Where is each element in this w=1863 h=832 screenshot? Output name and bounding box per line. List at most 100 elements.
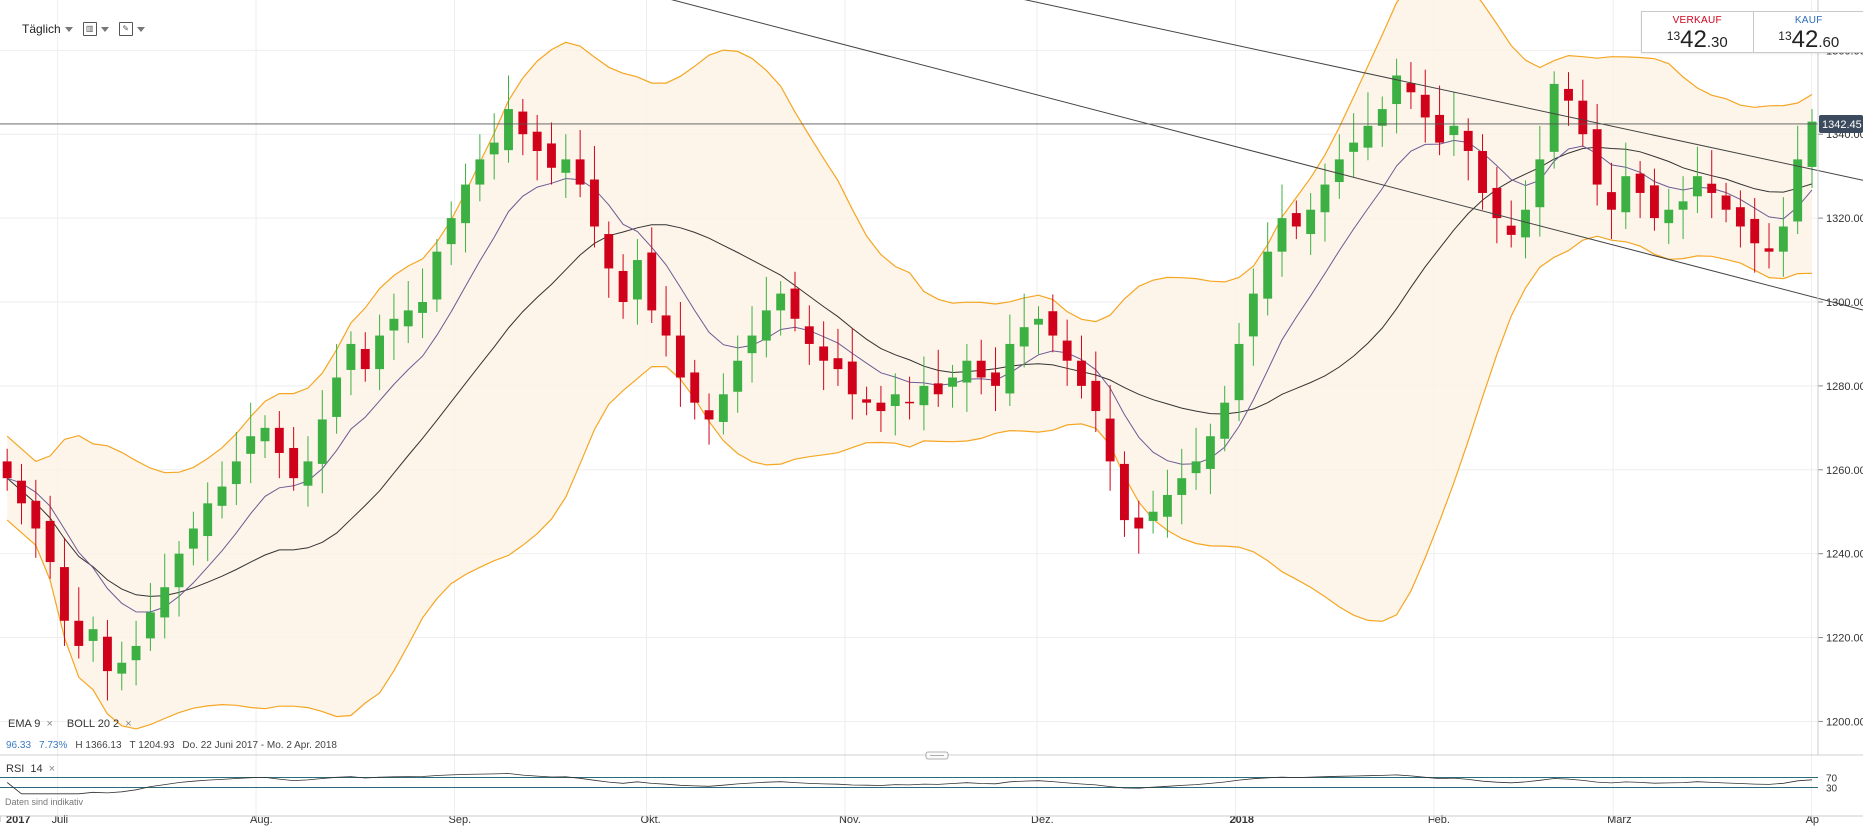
candle-body bbox=[518, 111, 528, 135]
candle-body bbox=[1692, 176, 1702, 197]
candle-body bbox=[475, 159, 485, 185]
timeframe-dropdown[interactable]: Täglich bbox=[22, 22, 73, 36]
candle-body bbox=[360, 348, 370, 370]
x-tick-label: Okt. bbox=[641, 814, 661, 826]
candle-body bbox=[647, 252, 657, 311]
sell-price-prefix: 13 bbox=[1666, 29, 1681, 43]
candle-body bbox=[1005, 343, 1015, 394]
chevron-down-icon bbox=[136, 26, 145, 32]
candle-body bbox=[1578, 100, 1588, 135]
candle-body bbox=[1750, 218, 1760, 244]
stat-value-1: 96.33 bbox=[6, 740, 32, 751]
drawing-tools-dropdown[interactable]: ✎ bbox=[118, 22, 145, 36]
candle-body bbox=[962, 360, 972, 383]
buy-price: 1342.60 bbox=[1754, 26, 1863, 54]
candle-body bbox=[231, 461, 241, 485]
rsi-indicator-tag[interactable]: RSI 14 × bbox=[6, 763, 55, 775]
candle-body bbox=[1535, 159, 1545, 208]
stat-date-range: Do. 22 Juni 2017 - Mo. 2 Apr. 2018 bbox=[182, 740, 337, 751]
candle-body bbox=[1091, 380, 1101, 412]
candle-body bbox=[17, 480, 26, 504]
candle-body bbox=[1277, 218, 1287, 252]
candle-body bbox=[847, 361, 857, 395]
candle-body bbox=[862, 399, 872, 403]
candle-body bbox=[604, 234, 614, 269]
rsi-level-label: 30 bbox=[1826, 784, 1838, 795]
candle-body bbox=[160, 587, 170, 618]
candle-body bbox=[1062, 340, 1072, 361]
bollinger-middle-line bbox=[6, 146, 1813, 597]
candle-body bbox=[1721, 195, 1731, 210]
candle-body bbox=[174, 553, 184, 588]
candle-body bbox=[1635, 173, 1645, 193]
candlestick-icon: ▥ bbox=[82, 22, 97, 36]
candle-body bbox=[1435, 114, 1445, 143]
chart-type-dropdown[interactable]: ▥ bbox=[82, 22, 109, 36]
pane-resize-handle[interactable] bbox=[925, 751, 949, 760]
candle-body bbox=[1492, 187, 1502, 219]
candle-body bbox=[1807, 121, 1817, 167]
sell-button[interactable]: VERKAUF 1342.30 bbox=[1642, 12, 1753, 53]
x-axis: 2017 Juli Aug. Sep. Okt. Nov. Dez. 2018 Feb. März… bbox=[0, 814, 1863, 826]
candle-body bbox=[432, 251, 442, 300]
candle-body bbox=[332, 377, 342, 417]
candle-body bbox=[1019, 327, 1029, 347]
trend-line[interactable] bbox=[871, 0, 1863, 181]
candle-body bbox=[1793, 159, 1803, 222]
candle-body bbox=[690, 372, 700, 403]
trend-lines[interactable] bbox=[544, 0, 1863, 311]
buy-price-prefix: 13 bbox=[1778, 29, 1792, 43]
candle-body bbox=[1707, 183, 1717, 193]
candle-body bbox=[145, 612, 155, 639]
candle-body bbox=[489, 142, 499, 155]
candle-body bbox=[60, 567, 69, 621]
candle-body bbox=[1162, 494, 1172, 517]
rsi-label: RSI bbox=[6, 763, 25, 775]
buy-button[interactable]: KAUF 1342.60 bbox=[1752, 12, 1863, 54]
candle-body bbox=[561, 159, 571, 173]
y-tick-label: 1300.00 bbox=[1826, 297, 1863, 309]
candle-body bbox=[203, 503, 213, 537]
y-tick-label: 1260.00 bbox=[1826, 465, 1863, 477]
candle-body bbox=[905, 401, 915, 404]
y-tick-label: 1240.00 bbox=[1826, 549, 1863, 561]
candle-body bbox=[1592, 129, 1602, 185]
remove-ema-icon[interactable]: × bbox=[46, 718, 53, 730]
candle-body bbox=[1678, 201, 1688, 210]
candle-body bbox=[303, 461, 313, 486]
remove-boll-icon[interactable]: × bbox=[125, 718, 132, 730]
candle-body bbox=[761, 310, 771, 341]
ema-indicator-tag[interactable]: EMA 9 × bbox=[8, 718, 53, 730]
candle-body bbox=[575, 159, 585, 185]
candle-body bbox=[790, 288, 800, 319]
candle-body bbox=[1521, 209, 1530, 238]
candle-body bbox=[675, 335, 685, 378]
candle-body bbox=[217, 486, 227, 506]
candle-body bbox=[991, 372, 1000, 386]
buy-price-main: 42 bbox=[1791, 26, 1819, 53]
sell-price-decimal: .30 bbox=[1706, 34, 1728, 51]
candle-body bbox=[461, 184, 470, 224]
candle-body bbox=[1263, 251, 1273, 299]
candle-body bbox=[547, 143, 556, 168]
candle-body bbox=[1234, 343, 1244, 401]
x-tick-label: Dez. bbox=[1031, 814, 1054, 826]
trend-line[interactable] bbox=[544, 0, 1863, 311]
candle-body bbox=[590, 179, 599, 227]
boll-label: BOLL bbox=[66, 718, 95, 730]
candle-body bbox=[1463, 130, 1473, 151]
y-tick-label: 1320.00 bbox=[1826, 213, 1863, 225]
y-tick-label: 1220.00 bbox=[1826, 633, 1863, 645]
x-tick-label: Nov. bbox=[839, 814, 861, 826]
remove-rsi-icon[interactable]: × bbox=[48, 763, 56, 775]
candle-body bbox=[1621, 176, 1631, 213]
boll-indicator-tag[interactable]: BOLL 20 2 × bbox=[67, 718, 132, 730]
candle-body bbox=[733, 360, 743, 392]
sell-price-main: 42 bbox=[1680, 26, 1707, 53]
y-axis: 1360.001340.001320.001300.001280.001260.… bbox=[1817, 0, 1863, 755]
candle-body bbox=[188, 528, 198, 549]
y-tick-label: 1280.00 bbox=[1826, 381, 1863, 393]
candle-body bbox=[260, 427, 270, 442]
x-tick-label: März bbox=[1607, 814, 1631, 826]
